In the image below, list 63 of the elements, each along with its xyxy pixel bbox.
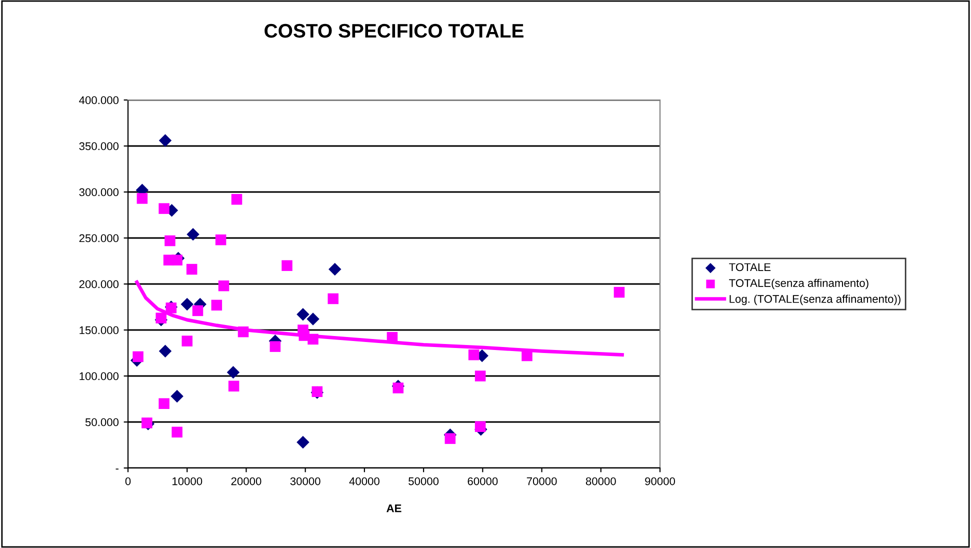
- point: [296, 308, 310, 321]
- point: [468, 349, 480, 360]
- point: [156, 312, 166, 324]
- point: [132, 351, 144, 362]
- point: [211, 300, 222, 311]
- x-tick-label: 10000: [172, 477, 202, 486]
- x-tick-label: 30000: [290, 477, 320, 486]
- y-tick-label: 350.000: [79, 142, 119, 150]
- x-tick-label: 90000: [645, 477, 676, 486]
- y-tick-label: 50.000: [85, 418, 119, 426]
- x-axis-title: AE: [386, 504, 402, 512]
- point: [158, 134, 172, 147]
- x-tick-label: 20000: [231, 477, 262, 486]
- point: [164, 235, 176, 246]
- point: [231, 194, 242, 205]
- point: [522, 350, 532, 362]
- x-tick-label: 70000: [526, 477, 557, 486]
- x-tick-label: 40000: [349, 477, 380, 486]
- point: [474, 421, 486, 432]
- point: [170, 390, 184, 403]
- x-tick-label: 80000: [586, 477, 616, 486]
- legend-label: Log. (TOTALE(senza affinamento)): [730, 294, 900, 306]
- point: [282, 260, 292, 271]
- x-tick-label: 60000: [468, 477, 498, 486]
- point: [328, 262, 342, 276]
- legend-label: TOTALE: [729, 263, 771, 272]
- y-tick-label: 400.000: [79, 96, 119, 104]
- point: [614, 286, 625, 298]
- y-tick-label: 250.000: [79, 234, 119, 242]
- point: [186, 228, 200, 241]
- point: [474, 370, 486, 382]
- point: [172, 254, 182, 266]
- point: [215, 234, 226, 246]
- point: [158, 398, 170, 409]
- point: [392, 382, 404, 394]
- line-series: [135, 280, 624, 357]
- point: [270, 341, 281, 352]
- point: [136, 193, 148, 204]
- point: [172, 426, 182, 438]
- x-tick-label: 0: [125, 477, 131, 486]
- point: [218, 280, 230, 292]
- chart-title: COSTO SPECIFICO TOTALE: [264, 24, 524, 38]
- point: [238, 326, 249, 338]
- point: [186, 264, 198, 275]
- point: [226, 366, 240, 379]
- point: [180, 298, 194, 311]
- point: [192, 305, 204, 316]
- y-tick-label: 200.000: [79, 280, 119, 288]
- point: [228, 380, 240, 392]
- y-tick-label: 300.000: [79, 188, 119, 196]
- legend-label: TOTALE(senza affinamento): [729, 278, 868, 290]
- point: [182, 336, 192, 346]
- point: [308, 334, 318, 345]
- point: [296, 436, 310, 449]
- y-tick-label: -: [116, 468, 118, 470]
- point: [444, 433, 456, 444]
- x-tick-label: 50000: [408, 477, 439, 486]
- point: [328, 293, 338, 304]
- y-tick-label: 150.000: [80, 326, 119, 334]
- point: [306, 312, 320, 326]
- y-tick-label: 100.000: [80, 372, 119, 380]
- point: [158, 203, 170, 214]
- point: [158, 344, 172, 358]
